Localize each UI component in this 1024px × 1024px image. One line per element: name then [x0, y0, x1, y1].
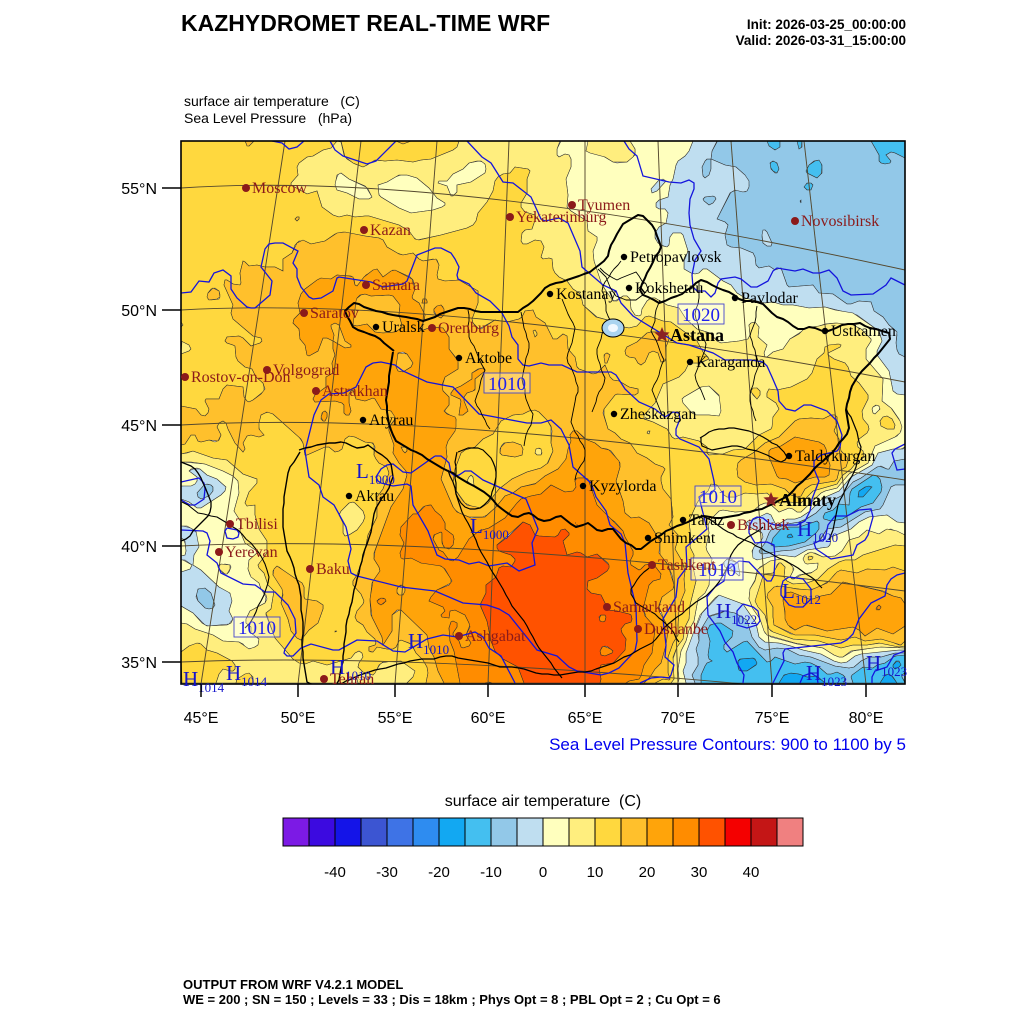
svg-text:Samarkand: Samarkand: [613, 599, 685, 616]
svg-text:Kyzylorda: Kyzylorda: [589, 478, 657, 495]
svg-text:-20: -20: [428, 864, 450, 881]
svg-text:55°N: 55°N: [121, 181, 157, 198]
svg-text:65°E: 65°E: [568, 710, 603, 727]
svg-text:Kostanay: Kostanay: [556, 286, 616, 303]
svg-text:50°N: 50°N: [121, 303, 157, 320]
svg-text:Shimkent: Shimkent: [654, 530, 716, 547]
svg-text:Ashgabat: Ashgabat: [465, 628, 526, 645]
svg-text:75°E: 75°E: [755, 710, 790, 727]
svg-text:20: 20: [639, 864, 656, 881]
svg-text:Tyumen: Tyumen: [578, 197, 630, 214]
svg-text:Petropavlovsk: Petropavlovsk: [630, 249, 722, 266]
svg-text:Yekaterinburg: Yekaterinburg: [516, 209, 607, 226]
svg-text:-40: -40: [324, 864, 346, 881]
svg-text:1010: 1010: [698, 560, 736, 581]
svg-text:surface air temperature (C): surface air temperature (C): [445, 793, 642, 810]
svg-text:60°E: 60°E: [471, 710, 506, 727]
svg-text:Bishkek: Bishkek: [737, 517, 789, 534]
svg-text:Tbilisi: Tbilisi: [236, 516, 278, 533]
svg-text:1010: 1010: [488, 374, 526, 395]
svg-text:0: 0: [539, 864, 547, 881]
svg-text:Zheskazgan: Zheskazgan: [620, 406, 696, 423]
svg-text:Yerevan: Yerevan: [225, 544, 278, 561]
svg-text:10: 10: [587, 864, 604, 881]
svg-text:Astana: Astana: [670, 325, 724, 345]
svg-text:40°N: 40°N: [121, 539, 157, 556]
svg-text:Sea Level Pressure (hPa): Sea Level Pressure (hPa): [184, 110, 352, 126]
svg-text:Almaty: Almaty: [779, 490, 836, 510]
svg-text:KAZHYDROMET REAL-TIME WRF: KAZHYDROMET REAL-TIME WRF: [181, 10, 550, 36]
svg-text:40: 40: [743, 864, 760, 881]
svg-text:Astrakhan: Astrakhan: [322, 383, 388, 400]
svg-text:Saratov: Saratov: [310, 305, 359, 322]
svg-text:35°N: 35°N: [121, 655, 157, 672]
svg-text:Dushanbe: Dushanbe: [644, 621, 708, 638]
svg-text:1010: 1010: [238, 618, 276, 639]
svg-text:Samara: Samara: [372, 277, 420, 294]
svg-text:Moscow: Moscow: [252, 180, 308, 197]
svg-text:Kazan: Kazan: [370, 222, 411, 239]
svg-text:Atyrau: Atyrau: [369, 412, 413, 429]
svg-text:Aktobe: Aktobe: [465, 350, 512, 367]
svg-text:Taraz: Taraz: [689, 512, 724, 529]
svg-text:Volgograd: Volgograd: [273, 362, 339, 379]
svg-text:Rostov-on-Don: Rostov-on-Don: [191, 369, 291, 386]
svg-text:-10: -10: [480, 864, 502, 881]
svg-text:-30: -30: [376, 864, 398, 881]
svg-text:Ustkamen: Ustkamen: [831, 323, 896, 340]
svg-text:Orenburg: Orenburg: [438, 320, 499, 337]
svg-text:Baku: Baku: [316, 561, 350, 578]
svg-text:Novosibirsk: Novosibirsk: [801, 213, 879, 230]
svg-text:Tashkent: Tashkent: [658, 557, 716, 574]
svg-text:45°N: 45°N: [121, 418, 157, 435]
svg-text:Kokshetau: Kokshetau: [635, 280, 703, 297]
svg-text:Taldykurgan: Taldykurgan: [795, 448, 875, 465]
svg-text:Karaganda: Karaganda: [696, 354, 765, 371]
svg-text:Tehran: Tehran: [330, 671, 374, 688]
svg-text:80°E: 80°E: [849, 710, 884, 727]
svg-text:1020: 1020: [682, 305, 720, 326]
svg-text:30: 30: [691, 864, 708, 881]
svg-text:Init: 2026-03-25_00:00:00: Init: 2026-03-25_00:00:00: [747, 17, 906, 32]
svg-text:50°E: 50°E: [281, 710, 316, 727]
svg-text:55°E: 55°E: [378, 710, 413, 727]
svg-text:45°E: 45°E: [184, 710, 219, 727]
svg-text:Valid: 2026-03-31_15:00:00: Valid: 2026-03-31_15:00:00: [736, 33, 906, 48]
svg-text:surface air temperature (C): surface air temperature (C): [184, 93, 360, 109]
svg-text:1010: 1010: [699, 487, 737, 508]
svg-text:OUTPUT FROM WRF V4.2.1 MODEL: OUTPUT FROM WRF V4.2.1 MODEL: [183, 977, 403, 992]
svg-text:70°E: 70°E: [661, 710, 696, 727]
svg-text:WE = 200 ; SN = 150 ; Levels =: WE = 200 ; SN = 150 ; Levels = 33 ; Dis …: [183, 992, 721, 1007]
svg-text:Uralsk: Uralsk: [382, 319, 425, 336]
svg-text:Sea Level Pressure Contours: 9: Sea Level Pressure Contours: 900 to 1100…: [549, 735, 906, 754]
svg-text:Aktau: Aktau: [355, 488, 394, 505]
svg-text:Pavlodar: Pavlodar: [741, 290, 799, 307]
